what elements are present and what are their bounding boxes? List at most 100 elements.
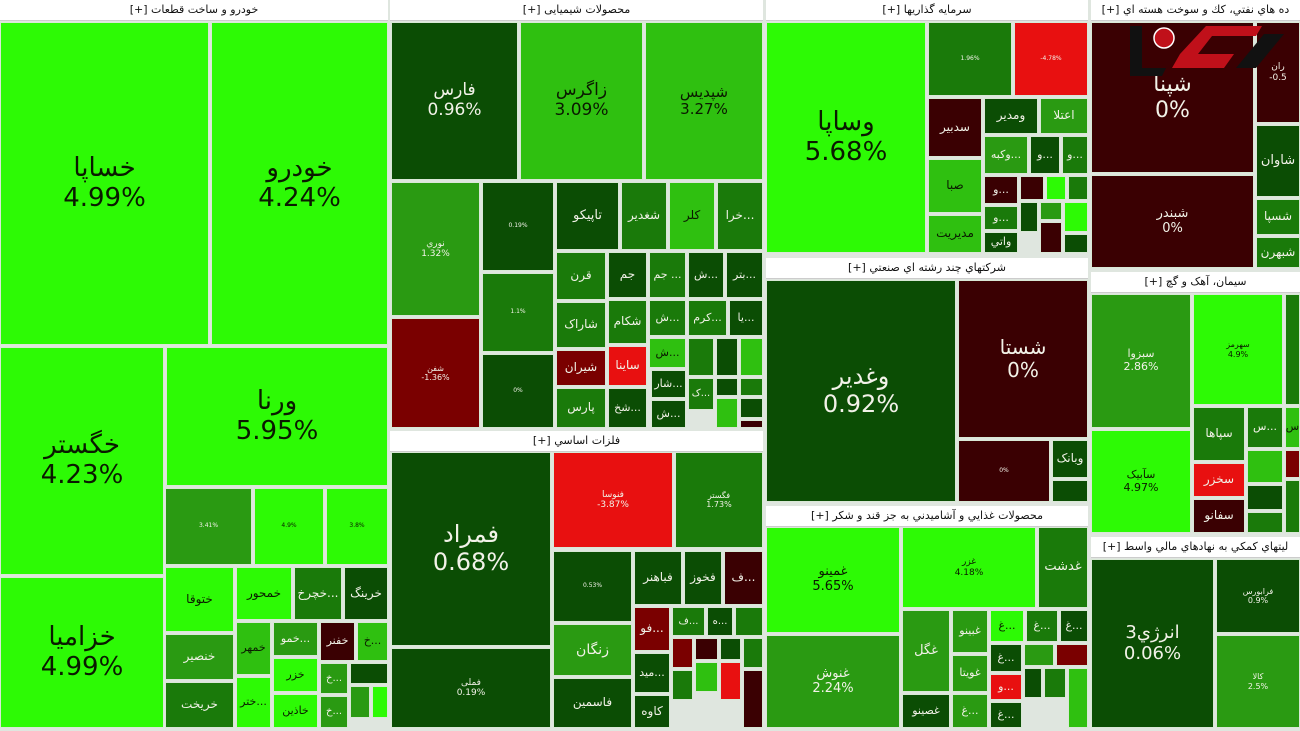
stock-tile[interactable]: ...و <box>1062 136 1088 174</box>
stock-tile[interactable]: فخوز <box>684 551 722 605</box>
stock-tile[interactable]: ...ش <box>649 338 686 368</box>
stock-tile[interactable]: وبانک <box>1052 440 1088 478</box>
stock-tile[interactable]: ...کرم <box>688 300 727 336</box>
stock-tile[interactable]: غنوش 2.24% <box>766 635 900 728</box>
stock-tile[interactable] <box>1285 450 1300 478</box>
stock-tile[interactable]: خاذین <box>273 694 318 728</box>
stock-tile[interactable] <box>1068 176 1088 200</box>
stock-tile[interactable]: شکام <box>608 300 647 344</box>
stock-tile[interactable]: ...غ <box>1026 610 1058 642</box>
stock-tile[interactable]: 4.9% <box>254 488 324 565</box>
stock-tile[interactable]: صبا <box>928 159 982 213</box>
stock-tile[interactable]: فگستر 1.73% <box>675 452 763 548</box>
stock-tile[interactable]: ...ه <box>707 607 733 636</box>
stock-tile[interactable]: غویتا <box>952 655 988 692</box>
sector-header[interactable]: فلزات اساسي [+] <box>390 431 763 452</box>
stock-tile[interactable]: ...و <box>984 206 1018 230</box>
stock-tile[interactable]: 0.53% <box>553 551 632 622</box>
stock-tile[interactable] <box>716 398 738 428</box>
stock-tile[interactable]: وساپا 5.68% <box>766 22 926 253</box>
stock-tile[interactable] <box>1285 294 1300 405</box>
stock-tile[interactable]: شیران <box>556 350 606 386</box>
stock-tile[interactable]: انرژي3 0.06% <box>1091 559 1214 728</box>
sector-header[interactable]: سیمان، آهک و گچ [+] <box>1091 272 1300 293</box>
stock-tile[interactable]: شاوان <box>1256 125 1300 197</box>
stock-tile[interactable]: خمحور <box>236 567 292 620</box>
stock-tile[interactable] <box>1044 668 1066 698</box>
stock-tile[interactable] <box>1285 480 1300 533</box>
stock-tile[interactable] <box>716 378 738 396</box>
stock-tile[interactable]: ...و <box>1030 136 1060 174</box>
stock-tile[interactable]: 0.19% <box>482 182 554 271</box>
stock-tile[interactable]: سخزر <box>1193 463 1245 497</box>
stock-tile[interactable] <box>672 638 693 668</box>
stock-tile[interactable]: سهرمز 4.9% <box>1193 294 1283 405</box>
stock-tile[interactable]: ...خ <box>320 663 348 694</box>
stock-tile[interactable] <box>1056 644 1088 666</box>
stock-tile[interactable]: وغدیر 0.92% <box>766 280 956 502</box>
stock-tile[interactable] <box>350 663 388 684</box>
stock-tile[interactable] <box>1064 202 1088 232</box>
sector-header[interactable]: خودرو و ساخت قطعات [+] <box>0 0 388 21</box>
stock-tile[interactable] <box>372 686 388 718</box>
stock-tile[interactable]: جم <box>608 252 647 298</box>
stock-tile[interactable]: خساپا 4.99% <box>0 22 209 345</box>
stock-tile[interactable]: سدبیر <box>928 98 982 157</box>
stock-tile[interactable]: 0% <box>958 440 1050 502</box>
stock-tile[interactable] <box>672 670 693 700</box>
stock-tile[interactable]: شسپا <box>1256 199 1300 235</box>
stock-tile[interactable]: خمهر <box>236 622 271 675</box>
stock-tile[interactable]: شپنا 0% <box>1091 22 1254 173</box>
stock-tile[interactable]: پارس <box>556 388 606 428</box>
sector-header[interactable]: شرکتهاي چند رشته اي صنعتي [+] <box>766 258 1088 279</box>
stock-tile[interactable]: ...شخ <box>608 388 647 428</box>
stock-tile[interactable]: ...س <box>1247 407 1283 448</box>
stock-tile[interactable] <box>350 686 370 718</box>
stock-tile[interactable] <box>740 378 763 396</box>
stock-tile[interactable] <box>1024 668 1042 698</box>
stock-tile[interactable]: ...خمو <box>273 622 318 656</box>
stock-tile[interactable]: فاسمین <box>553 678 632 728</box>
stock-tile[interactable] <box>695 638 718 660</box>
stock-tile[interactable]: 3.8% <box>326 488 388 565</box>
stock-tile[interactable]: مدیریت <box>928 215 982 253</box>
stock-tile[interactable]: ...خ <box>320 696 348 728</box>
stock-tile[interactable]: غگل <box>902 610 950 692</box>
stock-tile[interactable] <box>695 662 718 692</box>
sector-header[interactable]: محصولات شیمیایی [+] <box>390 0 763 21</box>
stock-tile[interactable]: ومدیر <box>984 98 1038 134</box>
stock-tile[interactable]: فباهنر <box>634 551 682 605</box>
stock-tile[interactable] <box>1247 450 1283 483</box>
stock-tile[interactable]: شغدیر <box>621 182 667 250</box>
stock-tile[interactable]: ...و <box>990 674 1022 700</box>
stock-tile[interactable]: شستا 0% <box>958 280 1088 438</box>
stock-tile[interactable]: خزر <box>273 658 318 692</box>
stock-tile[interactable]: شاراک <box>556 302 606 348</box>
stock-tile[interactable]: ...غ <box>952 694 988 728</box>
stock-tile[interactable] <box>716 338 738 376</box>
stock-tile[interactable]: سپاها <box>1193 407 1245 461</box>
stock-tile[interactable]: شبندر 0% <box>1091 175 1254 268</box>
stock-tile[interactable] <box>1040 202 1062 220</box>
stock-tile[interactable]: شفن -1.36% <box>391 318 480 428</box>
stock-tile[interactable]: ...ش <box>649 300 686 336</box>
stock-tile[interactable]: فملی 0.19% <box>391 648 551 728</box>
stock-tile[interactable]: 1.1% <box>482 273 554 352</box>
stock-tile[interactable]: فمراد 0.68% <box>391 452 551 646</box>
stock-tile[interactable]: ساینا <box>608 346 647 386</box>
stock-tile[interactable]: خنصیر <box>165 634 234 680</box>
stock-tile[interactable]: 0% <box>482 354 554 428</box>
stock-tile[interactable]: ...غ <box>990 644 1022 672</box>
stock-tile[interactable]: ختوقا <box>165 567 234 632</box>
stock-tile[interactable] <box>740 420 763 428</box>
stock-tile[interactable]: غدشت <box>1038 527 1088 608</box>
stock-tile[interactable]: کاوه <box>634 695 670 728</box>
stock-tile[interactable]: کالا 2.5% <box>1216 635 1300 728</box>
stock-tile[interactable]: ...ف <box>672 607 705 636</box>
stock-tile[interactable] <box>1052 480 1088 502</box>
stock-tile[interactable]: کلر <box>669 182 715 250</box>
sector-header[interactable]: ده هاي نفتي، كك و سوخت هسته اي [+] <box>1091 0 1300 21</box>
stock-tile[interactable] <box>740 398 763 418</box>
stock-tile[interactable]: خگستر 4.23% <box>0 347 164 575</box>
stock-tile[interactable]: ...غ <box>1060 610 1088 642</box>
